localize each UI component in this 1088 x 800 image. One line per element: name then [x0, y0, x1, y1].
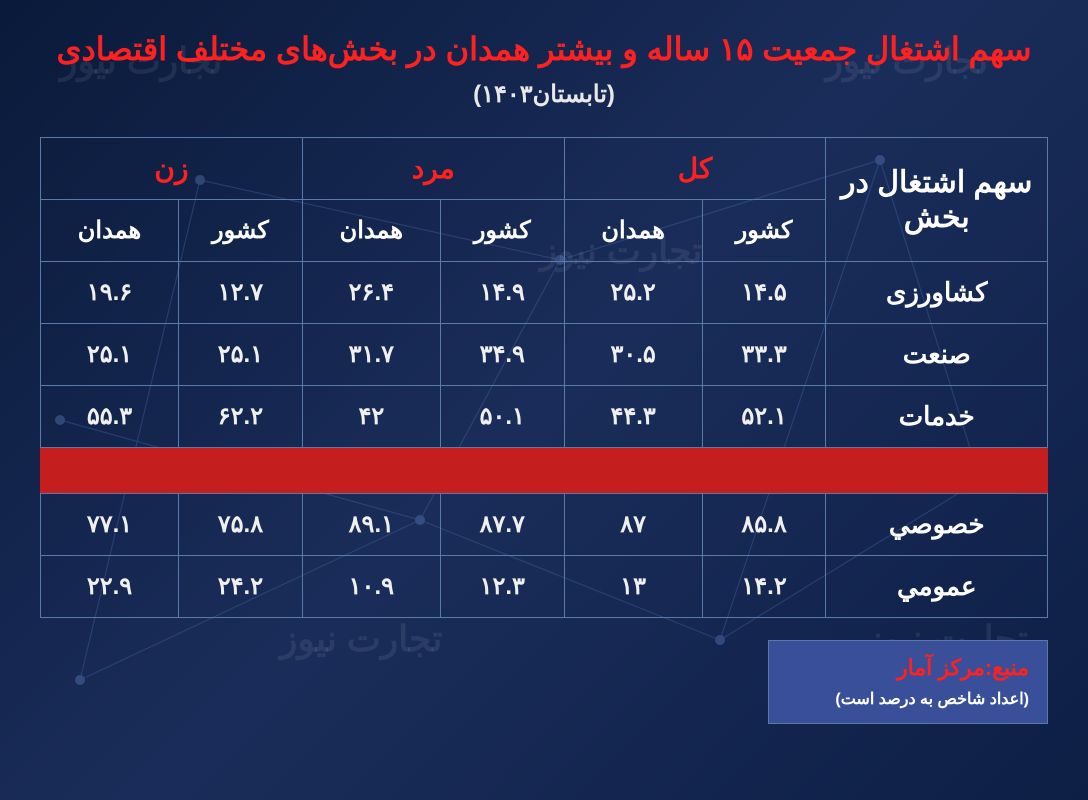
table-main-header: سهم اشتغال در بخش	[826, 138, 1048, 262]
table-sub-header: همدان	[564, 200, 702, 262]
table-group-header: مرد	[302, 138, 564, 200]
table-sub-header: همدان	[41, 200, 179, 262]
cell-value: ۵۰.۱	[440, 386, 564, 448]
table-sub-header: کشور	[702, 200, 826, 262]
cell-value: ۶۲.۲	[179, 386, 303, 448]
cell-value: ۲۴.۲	[179, 556, 303, 618]
cell-value: ۲۵.۲	[564, 262, 702, 324]
row-label: عمومي	[826, 556, 1048, 618]
row-label: خدمات	[826, 386, 1048, 448]
cell-value: ۸۹.۱	[302, 494, 440, 556]
cell-value: ۸۷	[564, 494, 702, 556]
page-subtitle: (تابستان۱۴۰۳)	[40, 80, 1048, 109]
cell-value: ۸۷.۷	[440, 494, 564, 556]
cell-value: ۳۰.۵	[564, 324, 702, 386]
cell-value: ۲۶.۴	[302, 262, 440, 324]
cell-value: ۱۰.۹	[302, 556, 440, 618]
employment-table: سهم اشتغال در بخش کل مرد زن کشور همدان ک…	[40, 137, 1048, 618]
cell-value: ۱۹.۶	[41, 262, 179, 324]
cell-value: ۵۵.۳	[41, 386, 179, 448]
cell-value: ۱۴.۵	[702, 262, 826, 324]
row-label: کشاورزی	[826, 262, 1048, 324]
table-group-header: کل	[564, 138, 826, 200]
cell-value: ۳۴.۹	[440, 324, 564, 386]
table-sub-header: همدان	[302, 200, 440, 262]
page-title: سهم اشتغال جمعیت ۱۵ ساله و بیشتر همدان د…	[40, 30, 1048, 68]
table-group-header: زن	[41, 138, 303, 200]
table-row: کشاورزی۱۴.۵۲۵.۲۱۴.۹۲۶.۴۱۲.۷۱۹.۶	[41, 262, 1048, 324]
cell-value: ۱۲.۳	[440, 556, 564, 618]
row-label: خصوصي	[826, 494, 1048, 556]
cell-value: ۳۱.۷	[302, 324, 440, 386]
cell-value: ۱۴.۲	[702, 556, 826, 618]
cell-value: ۲۲.۹	[41, 556, 179, 618]
cell-value: ۱۲.۷	[179, 262, 303, 324]
cell-value: ۳۳.۳	[702, 324, 826, 386]
cell-value: ۴۴.۳	[564, 386, 702, 448]
source-note: (اعداد شاخص به درصد است)	[787, 689, 1029, 709]
table-row: صنعت۳۳.۳۳۰.۵۳۴.۹۳۱.۷۲۵.۱۲۵.۱	[41, 324, 1048, 386]
source-label: منبع:مرکز آمار	[787, 655, 1029, 681]
cell-value: ۷۷.۱	[41, 494, 179, 556]
table-divider	[41, 448, 1048, 494]
cell-value: ۱۴.۹	[440, 262, 564, 324]
table-row: عمومي۱۴.۲۱۳۱۲.۳۱۰.۹۲۴.۲۲۲.۹	[41, 556, 1048, 618]
source-box: منبع:مرکز آمار (اعداد شاخص به درصد است)	[768, 640, 1048, 724]
cell-value: ۲۵.۱	[179, 324, 303, 386]
table-row: خصوصي۸۵.۸۸۷۸۷.۷۸۹.۱۷۵.۸۷۷.۱	[41, 494, 1048, 556]
row-label: صنعت	[826, 324, 1048, 386]
cell-value: ۱۳	[564, 556, 702, 618]
table-sub-header: کشور	[440, 200, 564, 262]
cell-value: ۷۵.۸	[179, 494, 303, 556]
table-sub-header: کشور	[179, 200, 303, 262]
cell-value: ۲۵.۱	[41, 324, 179, 386]
cell-value: ۵۲.۱	[702, 386, 826, 448]
cell-value: ۸۵.۸	[702, 494, 826, 556]
cell-value: ۴۲	[302, 386, 440, 448]
table-row: خدمات۵۲.۱۴۴.۳۵۰.۱۴۲۶۲.۲۵۵.۳	[41, 386, 1048, 448]
